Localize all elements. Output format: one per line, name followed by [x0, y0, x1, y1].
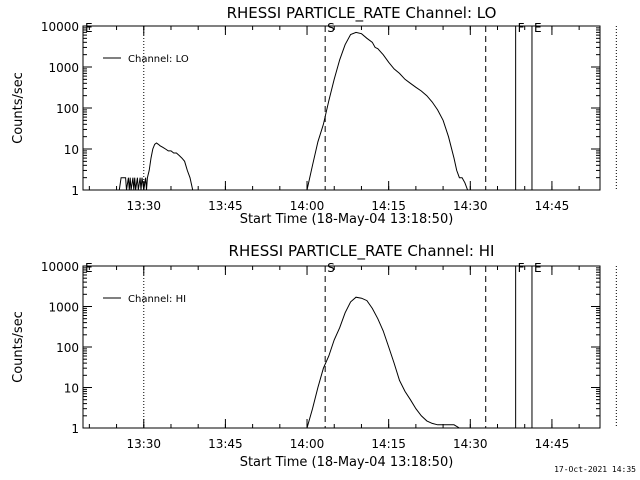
- x-tick-label: 13:30: [126, 437, 161, 451]
- legend-label: Channel: HI: [128, 294, 186, 305]
- x-tick-label: 14:15: [371, 199, 406, 213]
- series-line-channel-hi: [306, 296, 460, 429]
- legend-label: Channel: LO: [128, 54, 189, 65]
- plot-title: RHESSI PARTICLE_RATE Channel: LO: [227, 4, 497, 23]
- y-tick-label: 10: [64, 143, 79, 157]
- y-tick-label: 10000: [41, 260, 79, 274]
- panel-lo: RHESSI PARTICLE_RATE Channel: LO 1 10 100 10…: [11, 4, 617, 227]
- plot-frame: [82, 265, 601, 429]
- marker-label: E: [85, 21, 93, 35]
- y-tick-label: 1000: [48, 301, 79, 315]
- x-tick-label: 14:00: [290, 199, 325, 213]
- marker-label: F: [518, 261, 525, 275]
- plot-frame: [82, 25, 601, 191]
- y-tick-label: 1: [71, 422, 79, 436]
- x-tick-label: 13:45: [208, 199, 243, 213]
- x-tick-label: 14:45: [535, 437, 570, 451]
- panel-hi: RHESSI PARTICLE_RATE Channel: HI 1 10 100 10…: [11, 242, 617, 470]
- y-tick-label: 100: [56, 102, 79, 116]
- y-axis-label: Counts/sec: [11, 72, 26, 144]
- y-tick-label: 10000: [41, 20, 79, 34]
- x-tick-label: 13:30: [126, 199, 161, 213]
- marker-label: E: [85, 261, 93, 275]
- x-axis-label: Start Time (18-May-04 13:18:50): [240, 212, 454, 227]
- marker-label: S: [327, 21, 335, 35]
- x-tick-label: 14:45: [535, 199, 570, 213]
- marker-label: E: [534, 21, 542, 35]
- plot-title: RHESSI PARTICLE_RATE Channel: HI: [229, 242, 495, 261]
- y-tick-label: 1000: [48, 61, 79, 75]
- y-axis-label: Counts/sec: [11, 311, 26, 383]
- x-tick-label: 14:30: [453, 437, 488, 451]
- y-tick-label: 1: [71, 184, 79, 198]
- marker-label: F: [518, 21, 525, 35]
- marker-label: S: [327, 261, 335, 275]
- footer-timestamp: 17-Oct-2021 14:35: [554, 465, 636, 474]
- y-tick-label: 100: [56, 341, 79, 355]
- series-line-channel-lo: [118, 31, 473, 191]
- y-tick-label: 10: [64, 382, 79, 396]
- x-axis-label: Start Time (18-May-04 13:18:50): [240, 455, 454, 470]
- x-tick-label: 14:00: [290, 437, 325, 451]
- x-tick-label: 14:15: [371, 437, 406, 451]
- x-tick-label: 13:45: [208, 437, 243, 451]
- x-tick-label: 14:30: [453, 199, 488, 213]
- marker-label: E: [534, 261, 542, 275]
